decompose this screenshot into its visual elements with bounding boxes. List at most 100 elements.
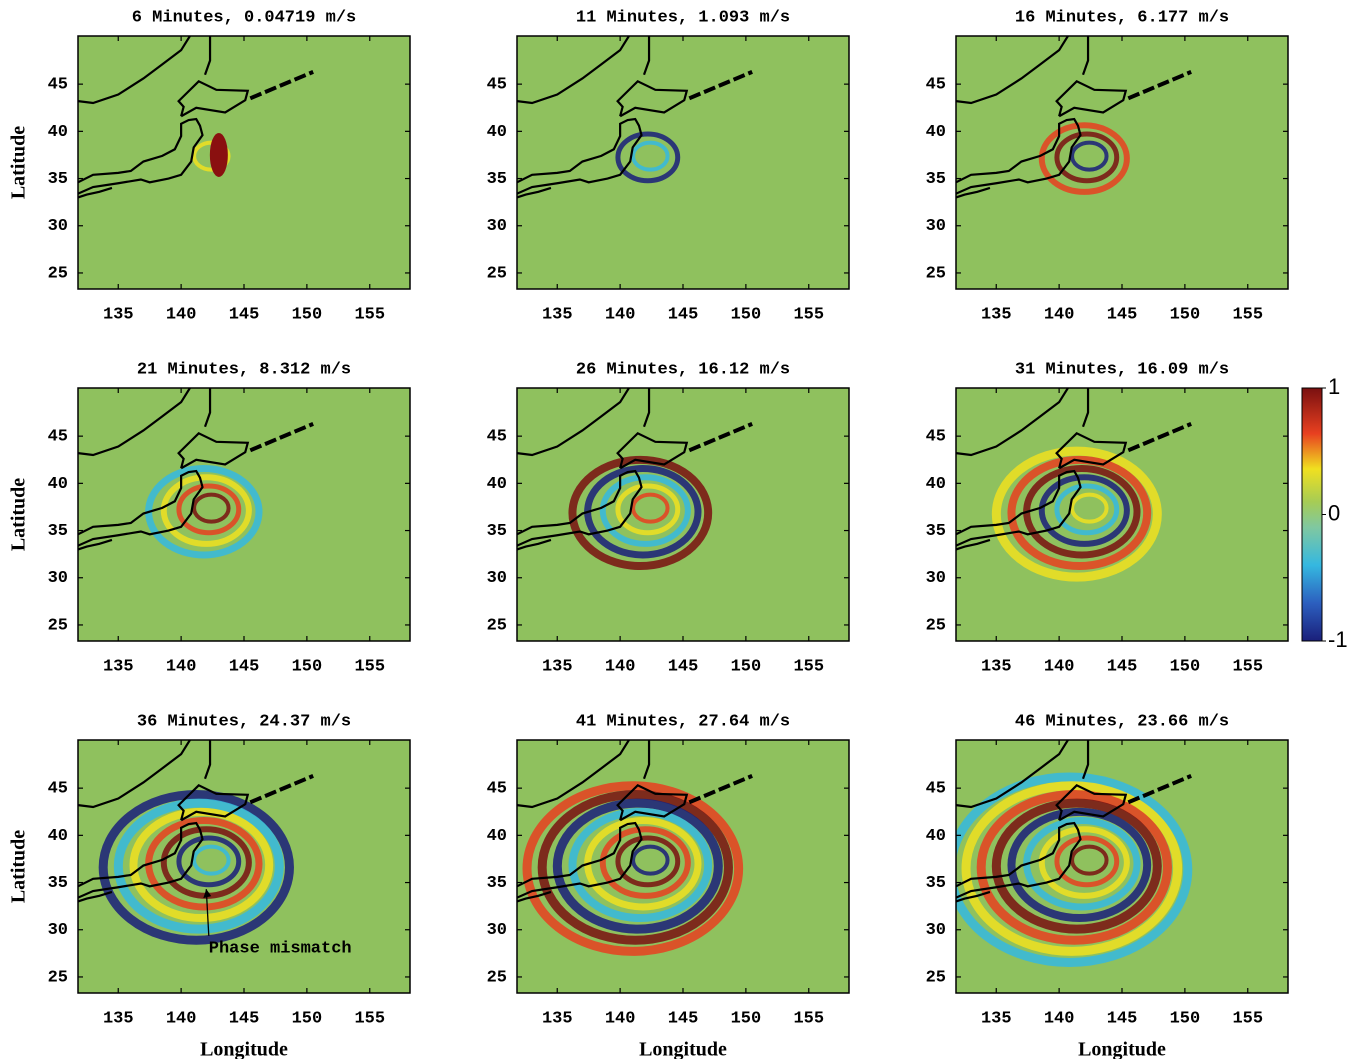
y-axis-label: Latitude xyxy=(8,126,30,199)
x-tick-label: 140 xyxy=(1044,1009,1075,1028)
y-tick-label: 25 xyxy=(487,616,507,635)
wave-blob xyxy=(209,132,228,177)
trench xyxy=(1127,774,1192,805)
x-tick-label: 135 xyxy=(103,657,134,676)
coastline xyxy=(616,431,689,470)
wave-ring xyxy=(1038,474,1130,547)
y-tick-label: 30 xyxy=(487,217,507,236)
y-tick-label: 45 xyxy=(487,428,507,447)
coastline xyxy=(78,890,113,903)
coastline xyxy=(78,538,113,551)
y-tick-label: 35 xyxy=(487,874,507,893)
x-tick-label: 150 xyxy=(1170,657,1201,676)
plot-background xyxy=(78,388,410,641)
coastline xyxy=(956,117,1082,195)
coastline xyxy=(956,538,991,551)
x-tick-label: 135 xyxy=(542,1009,573,1028)
wave-ring xyxy=(956,772,1193,967)
x-tick-label: 155 xyxy=(793,1009,824,1028)
x-tick-label: 150 xyxy=(292,657,323,676)
coastline xyxy=(517,388,630,457)
coastline xyxy=(177,79,250,118)
coastline xyxy=(1055,431,1128,470)
coastline xyxy=(956,469,1082,547)
y-tick-label: 45 xyxy=(487,780,507,799)
wave-ring xyxy=(599,826,691,899)
y-axis-label: Latitude xyxy=(8,478,30,551)
y-tick-label: 30 xyxy=(48,921,68,940)
x-tick-label: 135 xyxy=(542,657,573,676)
x-tick-label: 155 xyxy=(1232,305,1263,324)
x-tick-label: 140 xyxy=(605,1009,636,1028)
plot-background xyxy=(517,740,849,993)
coastline xyxy=(642,388,651,428)
panel: 36 Minutes, 24.37 m/s 135 140 145 150 155 25 30… xyxy=(8,712,411,1059)
y-tick-label: 40 xyxy=(48,475,68,494)
coastline xyxy=(517,469,643,547)
coastline xyxy=(78,469,204,547)
wave-ring xyxy=(1070,492,1109,524)
wave-ring xyxy=(631,140,670,172)
coastline xyxy=(517,821,643,899)
panel: 16 Minutes, 6.177 m/s 135 140 145 150 155 25 30… xyxy=(926,8,1289,324)
wave-ring xyxy=(176,835,242,888)
y-tick-label: 25 xyxy=(48,616,68,635)
y-tick-label: 35 xyxy=(48,522,68,541)
coastline xyxy=(1055,79,1128,118)
coastline xyxy=(956,186,991,199)
x-tick-label: 155 xyxy=(354,1009,385,1028)
coastline xyxy=(517,186,552,199)
wave-ring xyxy=(1070,140,1109,172)
y-tick-label: 25 xyxy=(926,616,946,635)
colorbar xyxy=(1301,387,1323,642)
wave-ring xyxy=(631,844,670,876)
x-tick-label: 145 xyxy=(1107,305,1138,324)
wave-field xyxy=(517,388,753,571)
x-axis-label: Longitude xyxy=(1078,1039,1166,1059)
trench xyxy=(688,422,753,453)
coastline xyxy=(956,36,1069,105)
wave-ring xyxy=(552,798,723,934)
x-tick-label: 150 xyxy=(292,305,323,324)
y-tick-label: 45 xyxy=(48,428,68,447)
x-tick-label: 150 xyxy=(731,1009,762,1028)
y-tick-label: 30 xyxy=(487,921,507,940)
panel-title: 11 Minutes, 1.093 m/s xyxy=(576,8,790,27)
x-tick-label: 135 xyxy=(542,305,573,324)
coastline xyxy=(1081,388,1090,428)
plot-background xyxy=(517,36,849,289)
coastline xyxy=(956,388,1069,457)
coastline xyxy=(642,740,651,780)
plot-background xyxy=(956,388,1288,641)
plot-background xyxy=(517,388,849,641)
x-tick-label: 155 xyxy=(793,305,824,324)
y-tick-label: 35 xyxy=(487,170,507,189)
y-tick-label: 30 xyxy=(487,569,507,588)
y-tick-label: 25 xyxy=(48,264,68,283)
trench xyxy=(249,422,314,453)
coastline xyxy=(203,36,212,76)
colorbar-tick-label: -1 xyxy=(1328,627,1348,652)
x-tick-label: 155 xyxy=(793,657,824,676)
x-tick-label: 155 xyxy=(1232,657,1263,676)
wave-ring xyxy=(113,798,284,934)
wave-ring xyxy=(98,789,294,945)
wave-ring xyxy=(615,483,681,536)
y-tick-label: 25 xyxy=(48,968,68,987)
x-tick-label: 140 xyxy=(166,657,197,676)
y-tick-label: 40 xyxy=(48,123,68,142)
coastline xyxy=(78,821,204,899)
y-tick-label: 45 xyxy=(926,780,946,799)
y-tick-label: 35 xyxy=(48,170,68,189)
plot-background xyxy=(78,36,410,289)
wave-field xyxy=(956,388,1192,582)
y-tick-label: 30 xyxy=(926,569,946,588)
coastline xyxy=(177,431,250,470)
wave-ring xyxy=(192,140,231,172)
x-tick-label: 150 xyxy=(731,305,762,324)
panel-title: 21 Minutes, 8.312 m/s xyxy=(137,360,351,379)
wave-ring xyxy=(599,474,691,547)
y-tick-label: 40 xyxy=(487,123,507,142)
wave-ring xyxy=(192,844,231,876)
